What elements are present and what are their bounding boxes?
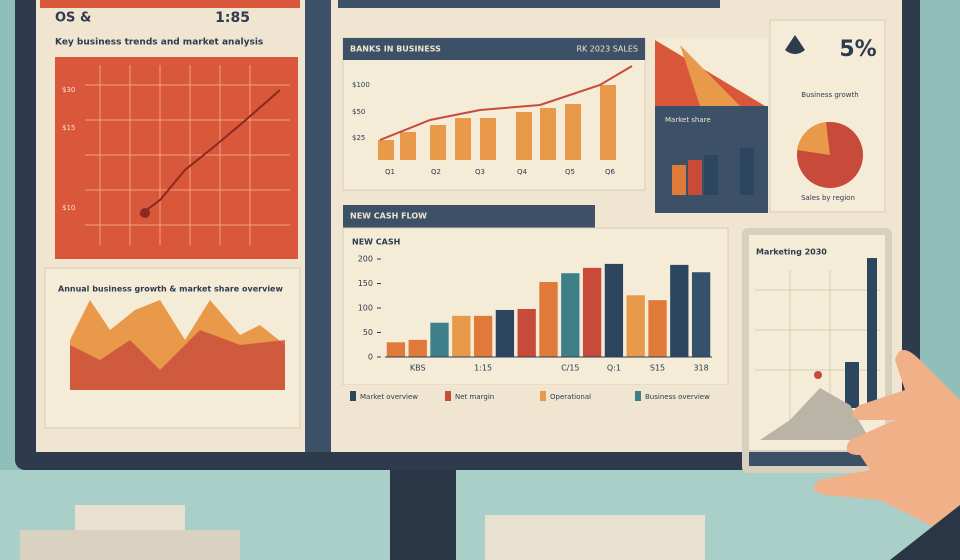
pie-slice bbox=[797, 122, 830, 155]
panel-title: Annual business growth & market share ov… bbox=[58, 285, 283, 294]
header-bar bbox=[338, 0, 720, 8]
label: $50 bbox=[352, 108, 365, 116]
bar bbox=[430, 322, 449, 357]
kpi-caption: Business growth bbox=[801, 91, 858, 99]
panel bbox=[342, 37, 646, 191]
tablet-title: Marketing 2030 bbox=[756, 248, 827, 257]
y-tick-label: 50 bbox=[363, 328, 373, 337]
panel-header bbox=[343, 205, 595, 228]
triangle bbox=[655, 40, 765, 106]
deco-bars bbox=[378, 85, 616, 160]
panel-subtitle: RK 2023 SALES bbox=[576, 45, 638, 54]
paper bbox=[20, 530, 240, 560]
bar bbox=[561, 273, 580, 357]
panel-caption: Market share bbox=[665, 116, 711, 124]
tablet-dot bbox=[814, 371, 822, 379]
bar bbox=[604, 263, 624, 357]
sleeve bbox=[890, 505, 960, 560]
kpi-value: 5% bbox=[839, 37, 876, 62]
legend-swatch bbox=[445, 391, 451, 401]
y-tick-label: 100 bbox=[358, 304, 373, 313]
main-chart: 0 50 100 150 200 KBS 1:15 C/15 Q:1 S15 318 bbox=[358, 255, 712, 373]
panel-header-text: NEW CASH FLOW bbox=[350, 212, 427, 221]
trend-dot bbox=[140, 208, 150, 218]
bar bbox=[670, 264, 689, 357]
x-label: Q6 bbox=[605, 168, 616, 176]
x-labels: Q1 Q2 Q3 Q4 Q5 Q6 bbox=[385, 168, 616, 176]
x-label: Q2 bbox=[431, 168, 441, 176]
legend-label: Operational bbox=[550, 393, 591, 401]
caption: Key business trends and market analysis bbox=[55, 38, 263, 48]
y-tick-label: 150 bbox=[358, 279, 373, 288]
tablet-bar-bottom bbox=[749, 452, 885, 466]
legend-label: Net margin bbox=[455, 393, 494, 401]
legend-swatch bbox=[350, 391, 356, 401]
tablet-bar bbox=[867, 258, 877, 408]
legend-swatch bbox=[540, 391, 546, 401]
area bbox=[70, 330, 285, 390]
pie-caption: Sales by region bbox=[801, 194, 855, 202]
red-chart bbox=[55, 57, 298, 259]
paper bbox=[485, 515, 705, 560]
legend-row bbox=[343, 385, 728, 425]
mini-bars bbox=[672, 148, 754, 195]
bar bbox=[452, 315, 471, 357]
monitor-stand bbox=[390, 468, 456, 560]
x-tick-label: C/15 bbox=[561, 364, 579, 373]
label: $100 bbox=[352, 81, 370, 89]
bar bbox=[495, 309, 515, 357]
icon bbox=[785, 35, 805, 54]
bar bbox=[517, 308, 536, 357]
bar bbox=[473, 315, 493, 357]
bar bbox=[582, 267, 602, 357]
panel-title: BANKS IN BUSINESS bbox=[350, 45, 441, 54]
x-tick-label: Q:1 bbox=[607, 364, 621, 373]
tablet-grid bbox=[755, 270, 880, 440]
hand bbox=[813, 350, 960, 540]
label: $10 bbox=[62, 204, 75, 212]
label: $15 bbox=[62, 124, 75, 132]
label: $30 bbox=[62, 86, 75, 94]
deco-line bbox=[379, 65, 633, 141]
legend-swatch bbox=[635, 391, 641, 401]
bar bbox=[386, 342, 406, 357]
x-tick-label: S15 bbox=[650, 364, 665, 373]
bar bbox=[691, 272, 711, 357]
x-tick-label: 318 bbox=[693, 364, 708, 373]
x-label: Q5 bbox=[565, 168, 575, 176]
bar bbox=[408, 339, 427, 357]
label: $25 bbox=[352, 134, 365, 142]
legend-label: Business overview bbox=[645, 393, 710, 401]
trend-line bbox=[139, 89, 281, 216]
panel-header bbox=[343, 38, 645, 60]
divider bbox=[305, 0, 331, 452]
triangle bbox=[680, 45, 740, 106]
header-bar bbox=[40, 0, 300, 8]
x-label: Q3 bbox=[475, 168, 485, 176]
x-tick-label: 1:15 bbox=[474, 364, 492, 373]
chart-title: NEW CASH bbox=[352, 238, 400, 247]
legend: Market overview Net margin Operational Busi… bbox=[350, 391, 710, 401]
bar bbox=[648, 300, 667, 357]
bar bbox=[539, 282, 558, 357]
x-label: Q1 bbox=[385, 168, 395, 176]
bar bbox=[626, 295, 645, 357]
y-tick-label: 0 bbox=[368, 353, 373, 362]
y-tick-label: 200 bbox=[358, 255, 373, 264]
header-left: OS & bbox=[55, 11, 91, 26]
tablet-area bbox=[760, 388, 870, 440]
x-tick-label: KBS bbox=[410, 364, 426, 373]
tablet-bar bbox=[845, 362, 859, 408]
x-label: Q4 bbox=[517, 168, 528, 176]
red-grid bbox=[85, 65, 290, 245]
header-time: 1:85 bbox=[215, 10, 250, 26]
legend-label: Market overview bbox=[360, 393, 418, 401]
